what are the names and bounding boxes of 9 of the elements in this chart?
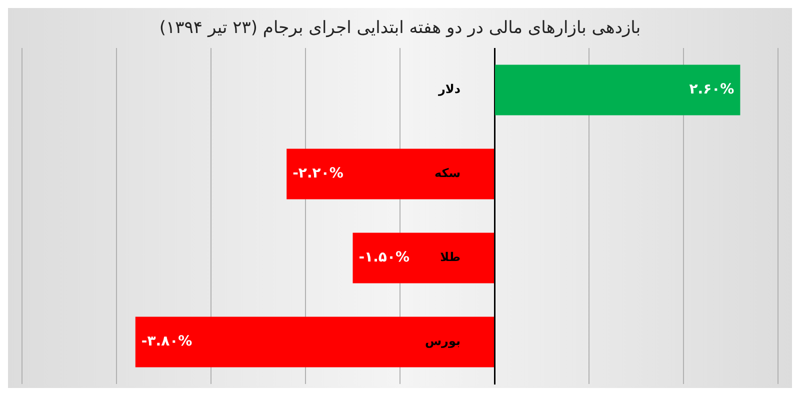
y-tick-label: طلا [440, 250, 460, 264]
chart-title: بازدهی بازارهای مالی در دو هفته ابتدایی اجرای برجام (۲۳ تیر ۱۳۹۴) [158, 17, 642, 40]
y-tick-label: بورس [425, 334, 460, 348]
data-label: -۳.۸۰% [141, 334, 192, 350]
data-label: -۲.۲۰% [292, 166, 344, 182]
y-tick-label: دلار [437, 82, 460, 96]
y-tick-label: سکه [434, 166, 460, 180]
data-label: ۲.۶۰% [689, 82, 734, 98]
data-label: -۱.۵۰% [358, 250, 410, 266]
